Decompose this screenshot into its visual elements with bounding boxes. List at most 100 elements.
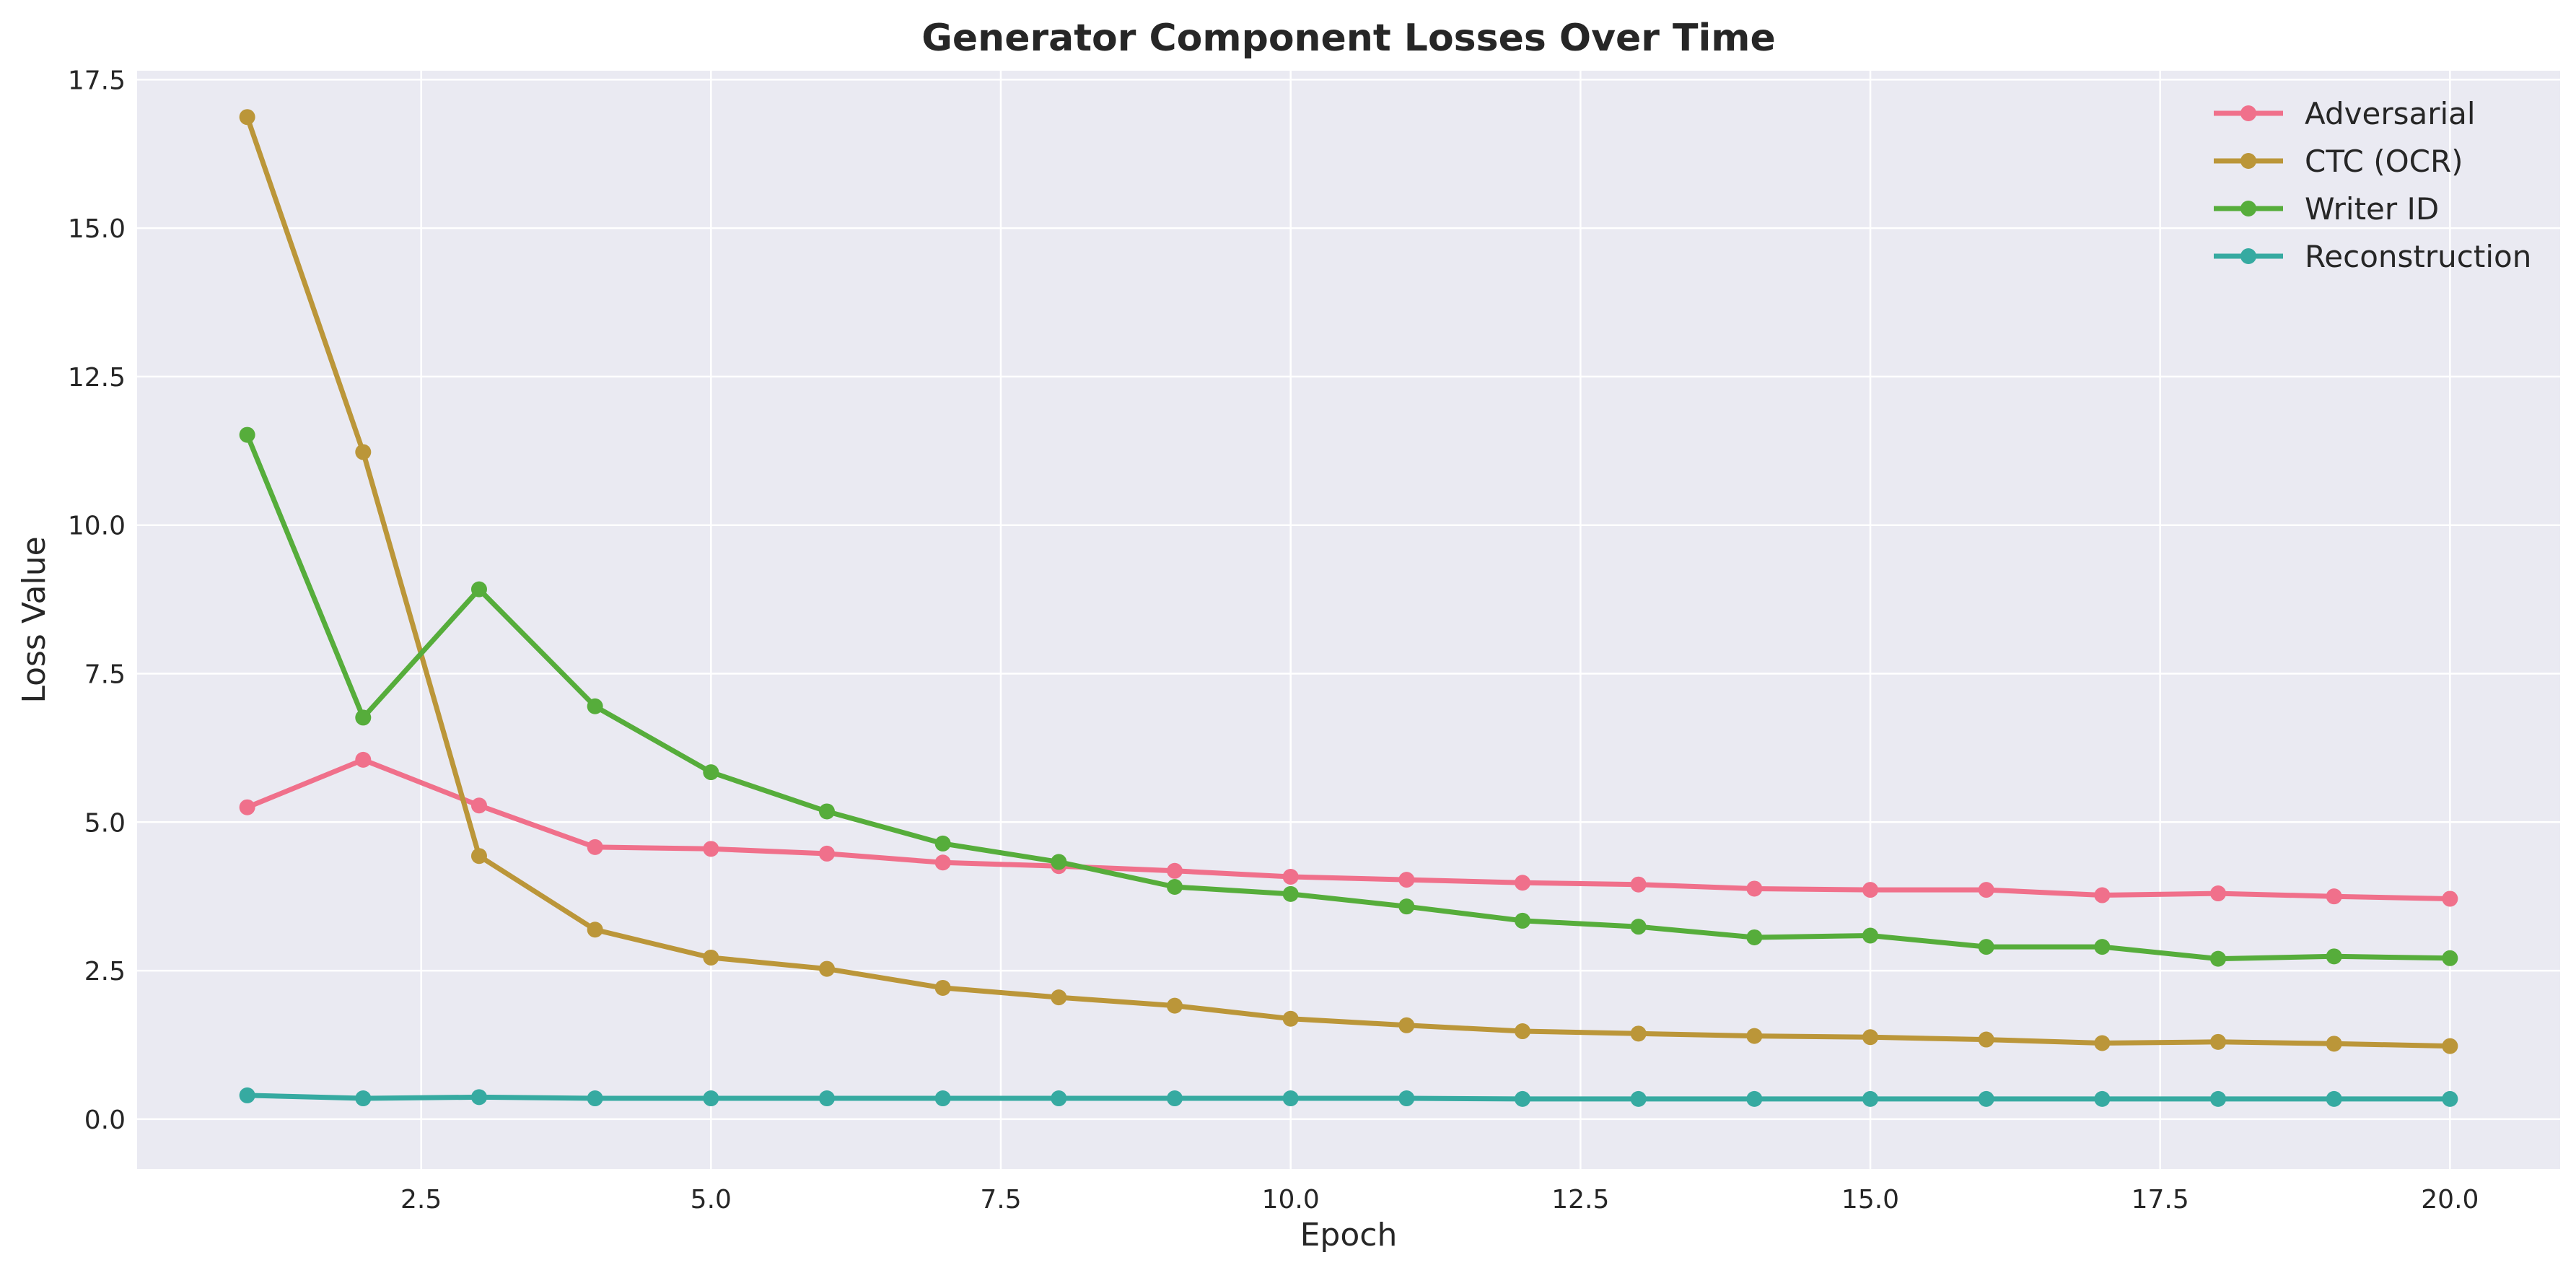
series-line — [245, 114, 2453, 1049]
data-point — [934, 854, 951, 871]
data-point — [587, 1090, 603, 1107]
y-tick-label: 17.5 — [68, 66, 126, 95]
data-point — [2442, 950, 2458, 966]
data-point — [703, 949, 719, 966]
data-point — [1978, 1031, 1994, 1048]
legend-item: CTC (OCR) — [2214, 144, 2463, 179]
data-point — [1746, 880, 1763, 897]
data-point — [239, 109, 255, 126]
data-point — [1630, 1090, 1647, 1107]
data-point — [355, 709, 372, 726]
data-point — [1978, 882, 1994, 898]
data-point — [1746, 929, 1763, 945]
data-point — [1282, 885, 1299, 902]
y-tick-label: 5.0 — [84, 808, 126, 838]
chart-title: Generator Component Losses Over Time — [921, 17, 1776, 60]
plot-area — [137, 71, 2560, 1169]
grid — [137, 71, 2560, 1169]
x-tick-label: 10.0 — [1262, 1185, 1320, 1214]
data-point — [1630, 919, 1647, 935]
data-point — [1862, 1090, 1879, 1107]
data-point — [1862, 882, 1879, 898]
y-tick-label: 12.5 — [68, 363, 126, 393]
data-point — [1398, 898, 1415, 915]
x-tick-label: 2.5 — [400, 1185, 442, 1214]
legend-marker — [2240, 248, 2256, 264]
legend-marker — [2240, 153, 2256, 169]
x-tick-label: 7.5 — [980, 1185, 1021, 1214]
data-point — [934, 835, 951, 852]
data-point — [2094, 1035, 2111, 1051]
data-point — [1051, 1090, 1067, 1107]
data-point — [2210, 885, 2227, 902]
data-point — [934, 1090, 951, 1107]
data-point — [703, 841, 719, 857]
legend-item: Writer ID — [2214, 191, 2439, 227]
data-point — [818, 845, 835, 862]
data-point — [1862, 927, 1879, 944]
data-point — [703, 1090, 719, 1107]
legend-label: Adversarial — [2305, 96, 2476, 131]
data-point — [470, 581, 487, 598]
data-point — [239, 799, 255, 815]
y-tick-label: 2.5 — [84, 957, 126, 986]
data-point — [818, 960, 835, 977]
data-point — [1166, 997, 1183, 1014]
data-point — [355, 1090, 372, 1107]
data-point — [1746, 1028, 1763, 1044]
y-axis-label: Loss Value — [16, 536, 53, 703]
data-point — [2210, 1090, 2227, 1107]
data-point — [818, 1090, 835, 1107]
data-point — [239, 426, 255, 443]
x-tick-label: 15.0 — [1841, 1185, 1899, 1214]
legend: Adversarial CTC (OCR) Writer ID Reconstruct… — [2214, 96, 2531, 274]
data-point — [2210, 950, 2227, 967]
series-reconstruction — [239, 1087, 2458, 1107]
data-point — [355, 751, 372, 768]
data-point — [1398, 872, 1415, 888]
legend-label: Writer ID — [2305, 191, 2439, 227]
data-point — [818, 803, 835, 820]
data-point — [2210, 1033, 2227, 1050]
data-point — [2094, 939, 2111, 955]
data-point — [1978, 939, 1994, 955]
data-point — [239, 1087, 255, 1103]
y-tick-label: 7.5 — [84, 660, 126, 689]
data-point — [587, 922, 603, 938]
data-point — [1282, 869, 1299, 885]
legend-item: Reconstruction — [2214, 239, 2531, 274]
data-point — [1398, 1017, 1415, 1033]
data-point — [1978, 1090, 1994, 1107]
y-tick-label: 10.0 — [68, 512, 126, 541]
x-tick-label: 17.5 — [2132, 1185, 2189, 1214]
data-point — [587, 698, 603, 714]
data-point — [1166, 1090, 1183, 1107]
x-tick-label: 12.5 — [1551, 1185, 1609, 1214]
data-point — [703, 764, 719, 781]
data-point — [470, 848, 487, 865]
data-point — [1746, 1090, 1763, 1107]
data-point — [470, 1089, 487, 1106]
legend-marker — [2240, 105, 2256, 121]
data-point — [2442, 1038, 2458, 1054]
data-point — [1051, 854, 1067, 870]
data-point — [1282, 1090, 1299, 1107]
legend-label: Reconstruction — [2305, 239, 2531, 274]
x-tick-label: 20.0 — [2421, 1185, 2479, 1214]
data-point — [1166, 862, 1183, 879]
x-axis-label: Epoch — [1300, 1217, 1398, 1253]
series-writer-id — [239, 426, 2458, 967]
data-point — [1515, 875, 1531, 891]
data-point — [934, 979, 951, 996]
data-point — [587, 839, 603, 855]
data-point — [1166, 879, 1183, 896]
data-point — [1862, 1029, 1879, 1046]
data-point — [2326, 888, 2342, 905]
x-tick-label: 5.0 — [691, 1185, 732, 1214]
data-point — [2442, 1090, 2458, 1107]
data-point — [1515, 1090, 1531, 1107]
series-line — [245, 757, 2453, 901]
data-point — [1515, 912, 1531, 929]
data-point — [1630, 876, 1647, 893]
